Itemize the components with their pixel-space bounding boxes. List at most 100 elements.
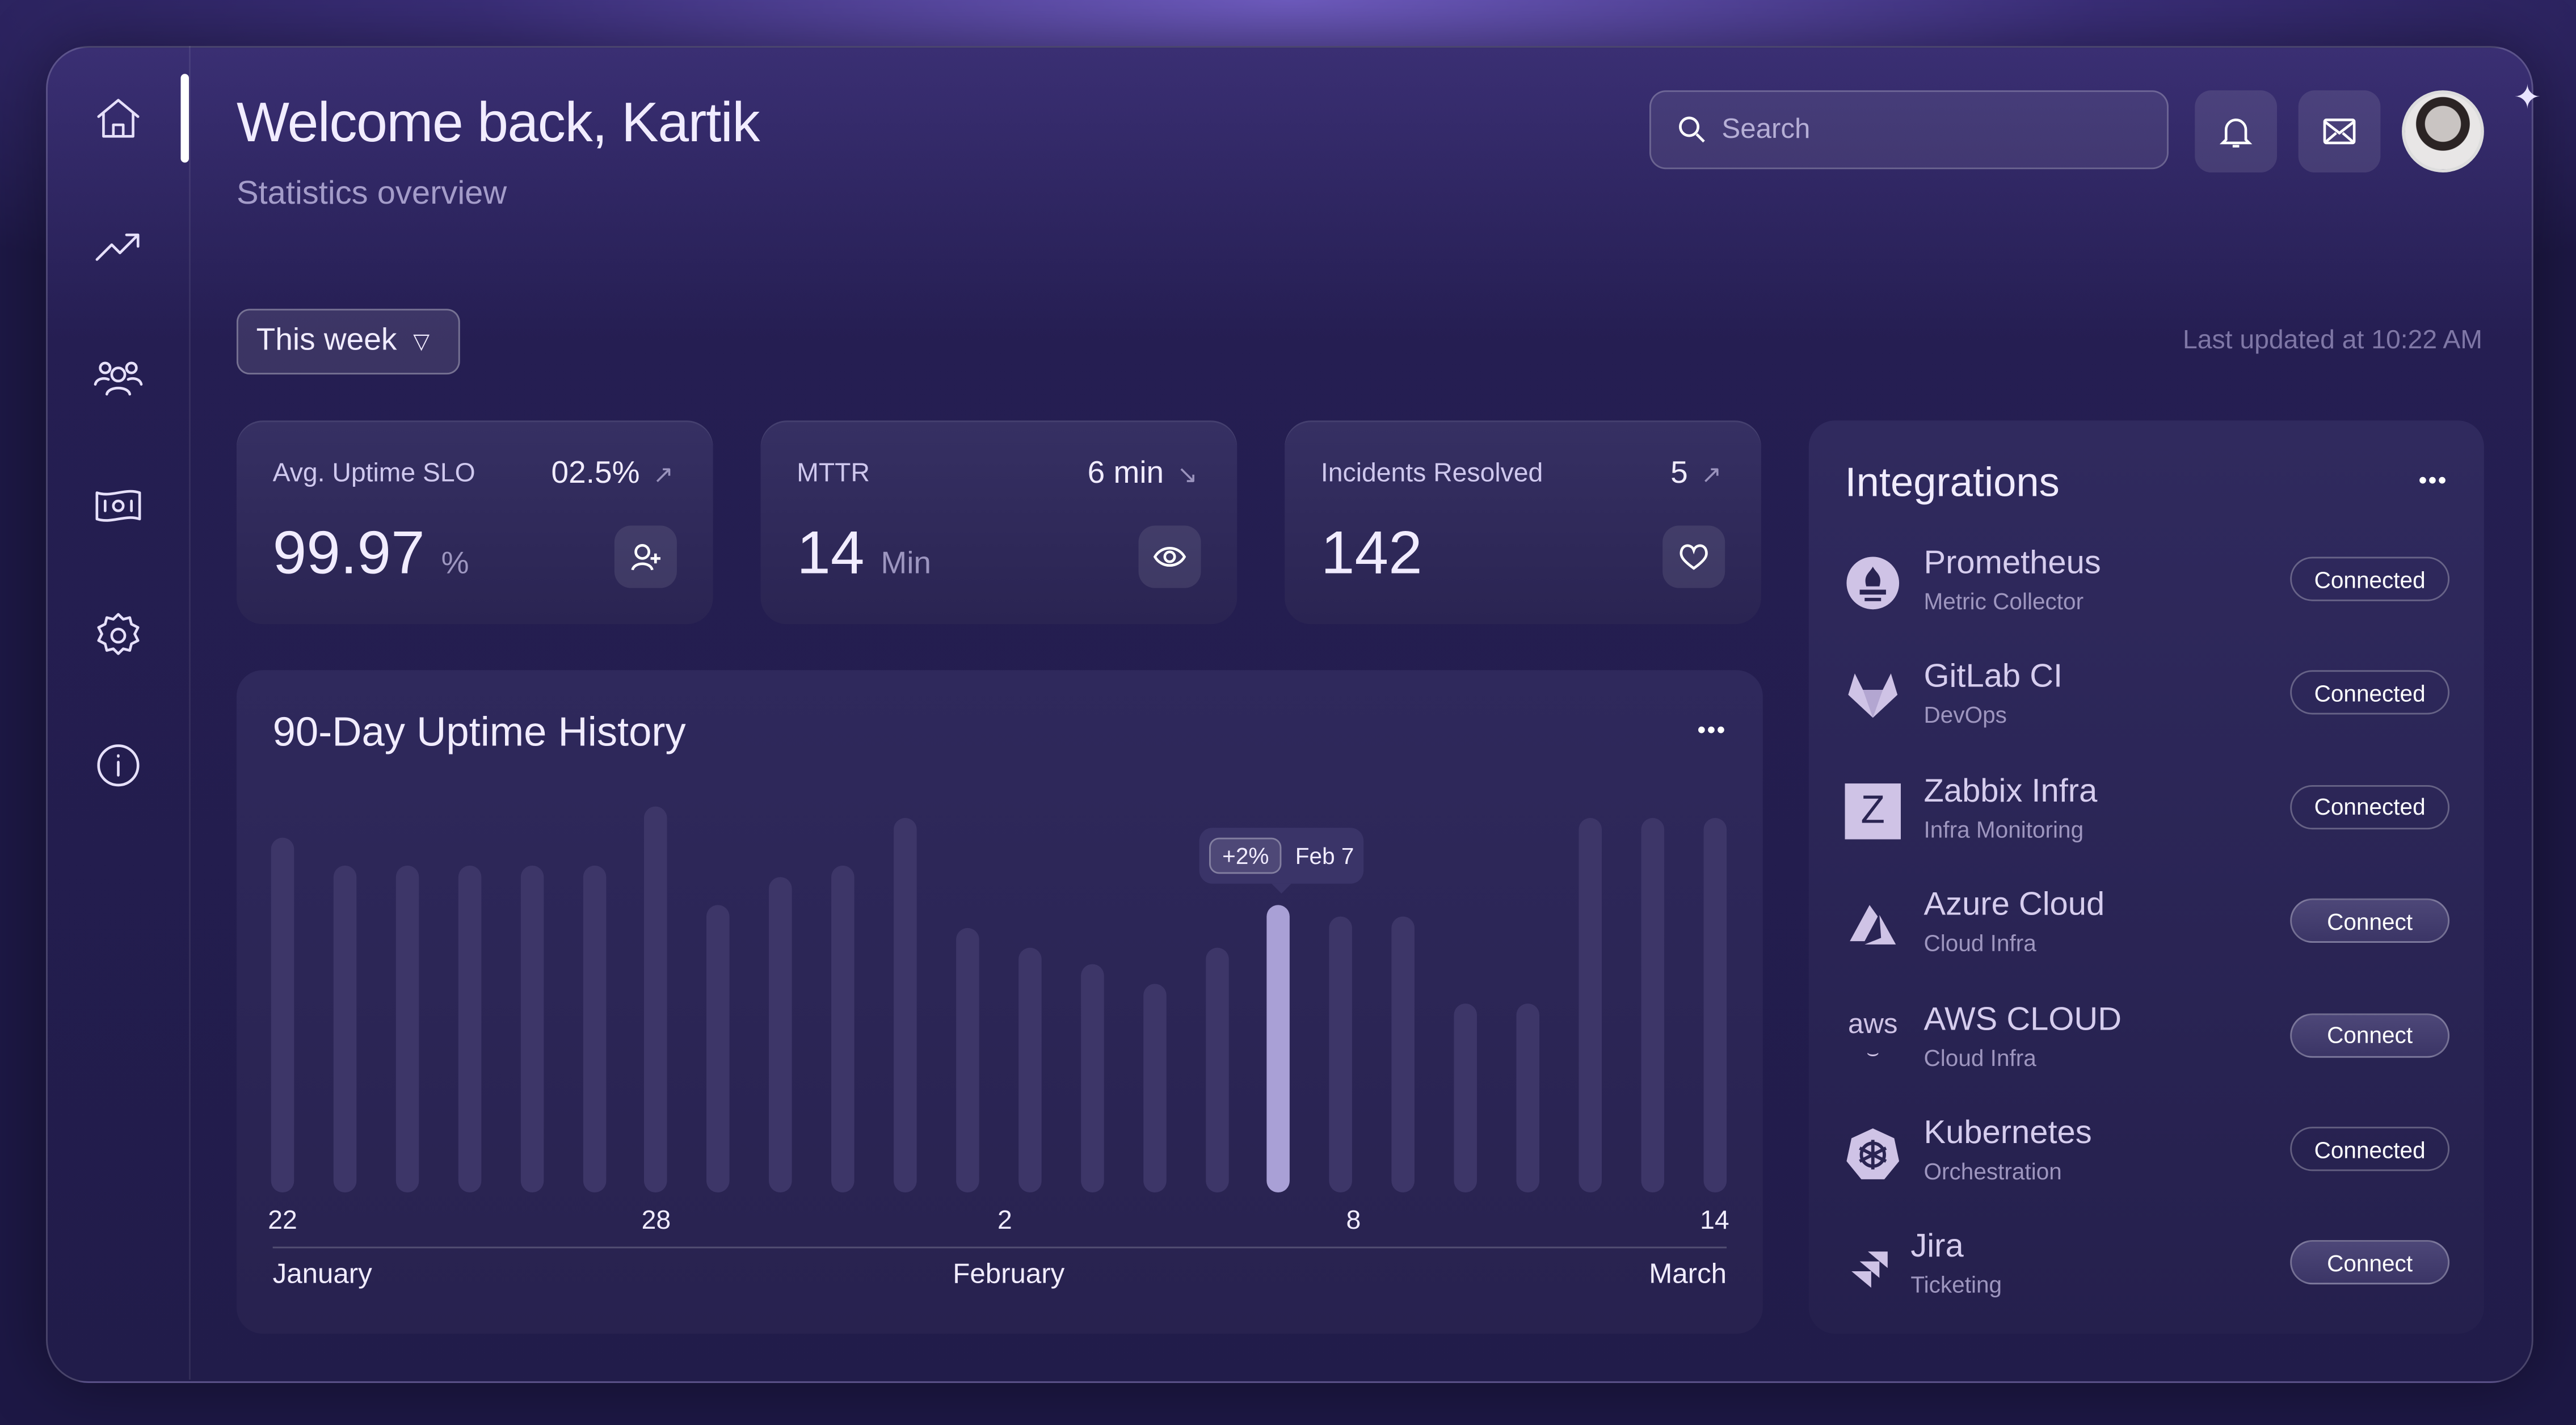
stat-delta: 5 ↗	[1670, 457, 1721, 493]
integration-item: Prometheus Metric Collector Connected	[1845, 545, 2450, 627]
integration-name: Jira	[1910, 1229, 1964, 1266]
integration-name: AWS CLOUD	[1923, 1001, 2122, 1038]
active-indicator	[180, 74, 189, 163]
integration-item: Z Zabbix Infra Infra Monitoring Connecte…	[1845, 773, 2450, 855]
stat-delta: 02.5% ↗	[552, 457, 674, 493]
chart-bar[interactable]	[1454, 1003, 1478, 1193]
arrow-up-right-icon: ↗	[1701, 461, 1722, 490]
month-label: January	[272, 1258, 372, 1289]
chart-bar[interactable]	[1516, 1003, 1539, 1193]
mail-icon	[2323, 119, 2356, 145]
messages-button[interactable]	[2298, 90, 2381, 173]
users-icon	[94, 361, 143, 396]
x-tick-label: 28	[641, 1207, 671, 1236]
integration-category: Cloud Infra	[1923, 930, 2036, 956]
nav-home[interactable]	[89, 88, 148, 147]
search-icon	[1679, 116, 1705, 143]
stat-value: 142	[1321, 519, 1439, 588]
chart-title: 90-Day Uptime History	[272, 709, 686, 756]
connected-button[interactable]: Connected	[2290, 556, 2450, 601]
bell-icon	[2219, 119, 2253, 148]
gitlab-logo-icon	[1845, 669, 1901, 725]
integration-item: aws ⌣ AWS CLOUD Cloud Infra Connect	[1845, 1001, 2450, 1083]
page-title: Welcome back, Kartik	[236, 92, 760, 155]
chart-bar[interactable]	[1143, 983, 1166, 1193]
chart-bar[interactable]	[894, 817, 917, 1193]
info-icon	[97, 744, 140, 787]
more-options-icon[interactable]: •••	[2418, 466, 2448, 493]
nav-settings[interactable]	[89, 606, 148, 665]
integrations-title: Integrations	[1845, 459, 2060, 506]
home-icon	[97, 99, 140, 138]
stat-action-button[interactable]	[1138, 525, 1201, 588]
notifications-button[interactable]	[2195, 90, 2278, 173]
connected-button[interactable]: Connected	[2290, 671, 2450, 715]
chart-bar[interactable]	[769, 877, 793, 1193]
arrow-up-right-icon: ↗	[653, 461, 674, 490]
trending-up-icon	[95, 233, 140, 261]
more-options-icon[interactable]: •••	[1697, 716, 1727, 743]
chart-bar[interactable]	[271, 837, 294, 1193]
stat-delta: 6 min ↘	[1088, 457, 1198, 493]
chart-bar[interactable]	[1391, 916, 1415, 1193]
tooltip-label: Feb 7	[1295, 842, 1354, 869]
integration-name: Azure Cloud	[1923, 887, 2105, 924]
search-input[interactable]: Search	[1649, 90, 2169, 170]
stat-delta-value: 5	[1670, 456, 1688, 491]
chart-bar[interactable]	[1080, 964, 1104, 1193]
chart-bar[interactable]	[1018, 948, 1042, 1193]
connected-button[interactable]: Connected	[2290, 1127, 2450, 1171]
integration-category: DevOps	[1923, 702, 2007, 728]
x-tick-label: 8	[1346, 1207, 1361, 1236]
nav-info[interactable]	[89, 736, 148, 795]
chart-bar[interactable]	[520, 865, 544, 1193]
integration-name: Prometheus	[1923, 545, 2101, 581]
chart-bar[interactable]	[1205, 948, 1228, 1193]
x-axis-line	[272, 1246, 1727, 1249]
heart-icon	[1680, 544, 1708, 570]
chart-bar[interactable]	[333, 865, 356, 1193]
month-label: March	[1649, 1258, 1727, 1289]
chart-bar[interactable]	[395, 865, 419, 1193]
period-dropdown[interactable]: This week ▽	[236, 309, 460, 375]
stat-action-button[interactable]	[614, 525, 677, 588]
chart-bar[interactable]	[582, 865, 605, 1193]
stat-number: 14	[797, 518, 865, 587]
month-label: February	[953, 1258, 1065, 1289]
stat-unit: %	[441, 547, 469, 581]
chart-bar[interactable]	[1267, 904, 1291, 1193]
chart-bar[interactable]	[831, 865, 855, 1193]
sidebar	[46, 46, 191, 1380]
chart-bar[interactable]	[1703, 817, 1727, 1193]
kubernetes-logo-icon	[1845, 1125, 1901, 1181]
integration-item: Kubernetes Orchestration Connected	[1845, 1115, 2450, 1198]
chart-bar[interactable]	[706, 904, 730, 1193]
connect-button[interactable]: Connect	[2290, 1013, 2450, 1057]
integration-name: Zabbix Infra	[1923, 773, 2098, 810]
stat-card: Avg. Uptime SLO 02.5% ↗ 99.97%	[236, 420, 713, 625]
stat-value: 14 Min	[797, 519, 931, 588]
chart-bar[interactable]	[956, 928, 979, 1193]
integration-category: Infra Monitoring	[1923, 816, 2084, 842]
stat-action-button[interactable]	[1662, 525, 1725, 588]
connect-button[interactable]: Connect	[2290, 899, 2450, 943]
chart-bar[interactable]	[645, 806, 668, 1193]
stat-label: MTTR	[797, 459, 870, 488]
connect-button[interactable]: Connect	[2290, 1241, 2450, 1285]
stat-card: MTTR 6 min ↘ 14 Min	[760, 420, 1238, 625]
chart-bar[interactable]	[1579, 817, 1602, 1193]
nav-users[interactable]	[89, 348, 148, 407]
aws-logo-icon: aws ⌣	[1847, 1009, 1898, 1065]
stat-number: 142	[1320, 518, 1422, 587]
jira-logo-icon	[1845, 1239, 1901, 1295]
chart-bar[interactable]	[1329, 916, 1353, 1193]
connected-button[interactable]: Connected	[2290, 785, 2450, 829]
nav-billing[interactable]	[89, 477, 148, 536]
nav-analytics[interactable]	[89, 217, 148, 276]
search-placeholder: Search	[1721, 113, 1811, 145]
chart-bar[interactable]	[457, 865, 481, 1193]
integration-category: Metric Collector	[1923, 588, 2084, 614]
stat-label: Incidents Resolved	[1320, 459, 1543, 488]
avatar[interactable]	[2402, 90, 2484, 173]
chart-bar[interactable]	[1640, 817, 1664, 1193]
